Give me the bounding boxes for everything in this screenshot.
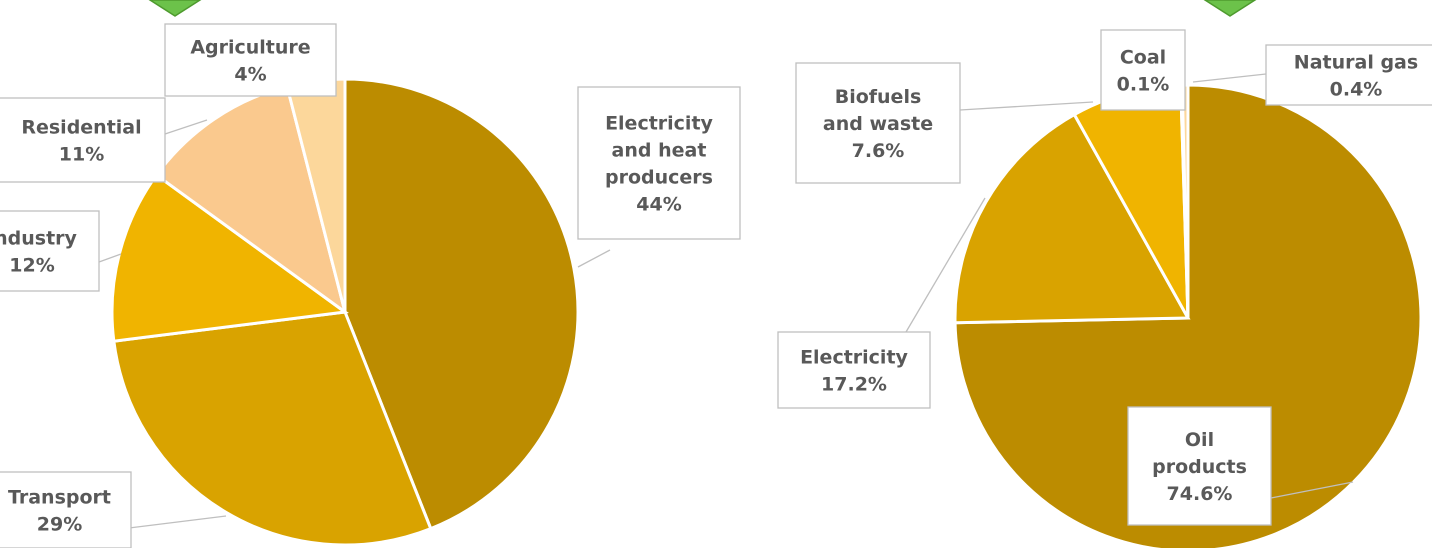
- header-arrow-right: [1203, 0, 1257, 17]
- pie-chart-electricity-sources: Electricity and heat producers 44% Transport…: [0, 23, 741, 548]
- slice-percentage: 4%: [234, 64, 266, 86]
- label-box: [795, 62, 961, 184]
- leader-line: [98, 253, 122, 263]
- pie-slices: [110, 77, 580, 547]
- slice-name: products: [1152, 456, 1247, 478]
- pie-labels: Oil products 74.6% Electricity 17.2% Biofuels…: [777, 29, 1432, 526]
- data-label-industry: Industry 12%: [0, 210, 122, 292]
- slice-percentage: 12%: [9, 255, 54, 277]
- slice-percentage: 0.4%: [1330, 79, 1383, 101]
- data-label-agriculture: Agriculture 4%: [164, 23, 337, 97]
- leader-line: [164, 119, 208, 135]
- leader-line: [1192, 73, 1267, 83]
- slice-name: Coal: [1120, 47, 1166, 69]
- slice-name: and waste: [823, 113, 933, 135]
- data-label-electricity-and-heat-producers: Electricity and heat producers 44%: [577, 86, 741, 268]
- slice-percentage: 7.6%: [852, 140, 905, 162]
- data-label-transport: Transport 29%: [0, 471, 227, 548]
- pie-slice-transport: [112, 310, 433, 547]
- slice-percentage: 74.6%: [1167, 483, 1233, 505]
- slice-name: Transport: [8, 487, 111, 509]
- slice-name: and heat: [612, 140, 707, 162]
- pie-slice-electricity-and-heat-producers: [343, 77, 580, 531]
- label-box: [164, 23, 337, 97]
- pie-slice-electricity: [953, 112, 1191, 325]
- data-label-oil-products: Oil products 74.6%: [1127, 406, 1354, 526]
- slice-name: Residential: [21, 117, 141, 139]
- data-label-coal: Coal 0.1%: [1100, 29, 1186, 111]
- slice-name: Electricity: [800, 347, 908, 369]
- leader-line: [128, 515, 227, 529]
- pie-chart-final-energy: Oil products 74.6% Electricity 17.2% Biofuels…: [777, 29, 1432, 548]
- slice-name: Natural gas: [1294, 52, 1418, 74]
- data-label-electricity: Electricity 17.2%: [777, 197, 986, 409]
- pie-slices: [953, 83, 1423, 548]
- slice-percentage: 29%: [37, 514, 82, 536]
- label-box: [0, 471, 132, 548]
- label-box: [1127, 406, 1272, 526]
- slice-name: Oil: [1185, 429, 1214, 451]
- label-box: [777, 331, 931, 409]
- slice-name: Agriculture: [190, 37, 310, 59]
- label-box: [0, 97, 166, 183]
- slice-percentage: 0.1%: [1117, 74, 1170, 96]
- data-label-residential: Residential 11%: [0, 97, 208, 183]
- data-label-natural-gas: Natural gas 0.4%: [1192, 44, 1432, 106]
- label-box: [0, 210, 100, 292]
- slice-percentage: 17.2%: [821, 374, 887, 396]
- slice-name: Biofuels: [835, 86, 922, 108]
- data-label-biofuels-and-waste: Biofuels and waste 7.6%: [795, 62, 1094, 184]
- pie-labels: Electricity and heat producers 44% Transport…: [0, 23, 741, 548]
- slice-name: Industry: [0, 228, 78, 250]
- slice-name: producers: [605, 167, 713, 189]
- leader-line: [905, 197, 986, 333]
- slice-percentage: 11%: [59, 144, 104, 166]
- leader-line: [1270, 481, 1354, 499]
- header-arrow-left: [148, 0, 202, 17]
- label-box: [1265, 44, 1432, 106]
- slice-percentage: 44%: [636, 194, 681, 216]
- leader-line: [959, 101, 1094, 111]
- leader-line: [577, 249, 611, 268]
- label-box: [577, 86, 741, 240]
- slice-name: Electricity: [605, 113, 713, 135]
- label-box: [1100, 29, 1186, 111]
